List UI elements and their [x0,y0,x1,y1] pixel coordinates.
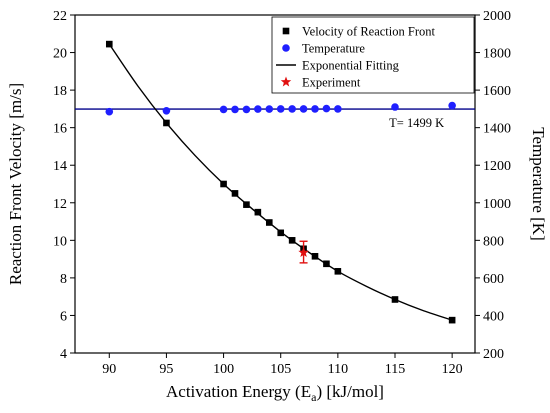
velocity-point [448,316,456,324]
reference-line-group: T= 1499 K [75,108,475,130]
y-left-tick-label: 16 [53,122,67,137]
temperature-point [162,106,171,115]
y-right-tick-label: 800 [483,234,504,249]
y-right-tick-label: 400 [483,309,504,324]
legend-marker-temperature [282,44,290,52]
temperature-point [231,105,239,114]
velocity-point [163,119,170,127]
x-tick-label: 95 [159,362,173,377]
legend-label-experiment: Experiment [302,76,361,90]
y-left-tick-label: 20 [53,47,67,62]
velocity-point [254,208,262,216]
velocity-point [334,268,342,275]
y-left-tick-label: 6 [60,309,67,324]
legend-box [271,16,475,94]
temperature-point [276,105,285,113]
x-axis-title-prefix: Activation Energy (E [166,382,311,401]
legend-marker-experiment [280,76,292,87]
y-right-tick-label: 1200 [483,159,511,174]
x-axis-title-suffix: ) [kJ/mol] [316,382,384,401]
y-left-tick-label: 4 [60,347,67,362]
x-tick-label: 110 [328,362,348,377]
velocity-point [391,296,399,303]
temperature-point [311,105,319,113]
temperature-point [219,105,228,114]
temperature-point [288,105,296,113]
y-right-tick-label: 1400 [483,122,511,137]
temperature-point [299,105,308,113]
temperature-point [448,101,456,110]
x-tick-label: 90 [102,362,116,377]
axes: 90 95 100 105 110 115 120 4 6 8 10 12 14 16 18 20 22 200 4… [53,9,511,377]
legend-label-fitting: Exponential Fitting [302,59,400,73]
experiment-point [298,247,309,257]
legend-entry-fitting: Exponential Fitting [276,59,400,73]
y-right-tick-label: 200 [483,347,504,362]
temperature-point [391,103,399,111]
temperature-point [334,105,342,113]
x-tick-label: 105 [270,362,291,377]
y-right-tick-label: 1000 [483,197,511,212]
velocity-point [243,201,250,208]
velocity-point [265,219,273,226]
x-tick-label: 120 [442,362,463,377]
velocity-point [323,260,330,268]
y-left-tick-label: 10 [53,234,67,249]
y-right-tick-label: 1800 [483,47,511,62]
y-right-axis-title: Temperature [K] [529,127,548,241]
temperature-point [254,105,262,113]
plot-frame [74,14,476,354]
temperature-point [265,105,274,113]
y-left-tick-label: 22 [53,9,67,24]
legend-label-temperature: Temperature [302,42,365,56]
x-tick-label: 115 [385,362,405,377]
data-marks [105,40,456,324]
velocity-point [105,40,113,48]
x-tick-label: 100 [213,362,234,377]
x-axis-title: Activation Energy (Ea) [kJ/mol] [166,382,384,404]
y-left-tick-label: 12 [53,197,67,212]
y-left-tick-label: 18 [53,84,67,99]
y-right-tick-label: 2000 [483,9,511,24]
x-axis-title-subscript: a [311,390,317,404]
temperature-point [242,105,251,114]
temperature-point [105,107,114,116]
y-left-tick-label: 14 [53,159,67,174]
velocity-point [288,237,296,244]
legend-marker-velocity [282,27,290,35]
velocity-point [311,252,319,260]
y-right-tick-label: 1600 [483,84,511,99]
legend-entry-velocity: Velocity of Reaction Front [282,25,435,39]
legend-entry-experiment: Experiment [280,76,361,90]
velocity-point [220,180,227,188]
reference-line-label: T= 1499 K [389,116,444,130]
legend: Velocity of Reaction Front Temperature E… [271,16,475,94]
velocity-point [231,190,239,197]
temperature-point [322,104,331,113]
legend-entry-temperature: Temperature [282,42,365,56]
y-left-axis-title: Reaction Front Velocity [m/s] [6,83,25,285]
y-right-tick-label: 600 [483,272,504,287]
velocity-point [277,229,285,237]
legend-label-velocity: Velocity of Reaction Front [302,25,435,39]
plot-area [74,14,476,354]
y-left-tick-label: 8 [60,272,67,287]
